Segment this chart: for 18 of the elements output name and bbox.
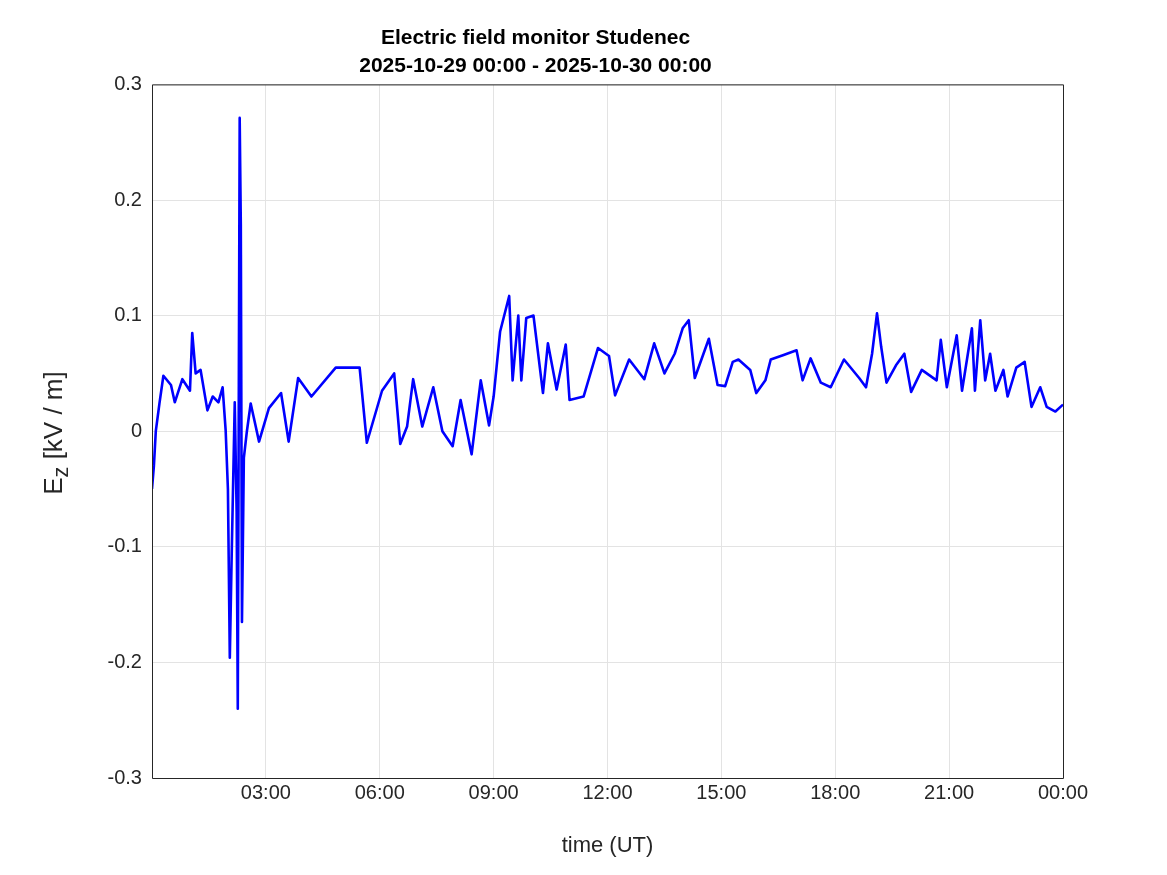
x-tick-label: 12:00 [582,780,633,803]
y-tick-label: -0.2 [107,649,142,672]
y-tick-label: 0.2 [114,187,142,210]
x-tick-label: 18:00 [810,780,861,803]
x-tick-label: 09:00 [468,780,519,803]
x-tick-label: 00:00 [1037,780,1089,803]
y-tick-label: 0.1 [114,303,142,326]
y-tick-label: 0.3 [114,71,142,94]
chart-subtitle: 2025-10-29 00:00 - 2025-10-30 00:00 [359,52,712,76]
x-tick-label: 03:00 [240,780,291,803]
x-tick-label: 15:00 [696,780,747,803]
y-tick-label: 0 [130,418,142,441]
x-tick-label: 06:00 [354,780,405,803]
chart-title: Electric field monitor Studenec [380,25,691,49]
x-tick-label: 21:00 [924,780,975,803]
y-tick-label: -0.3 [107,765,142,788]
x-axis-title: time (UT) [561,831,654,857]
y-tick-label: -0.1 [107,534,142,557]
